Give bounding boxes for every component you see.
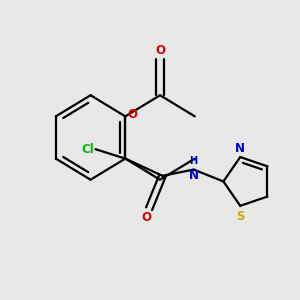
Text: S: S xyxy=(236,210,244,223)
Text: H: H xyxy=(190,156,198,166)
Text: N: N xyxy=(189,169,199,182)
Text: O: O xyxy=(142,211,152,224)
Text: O: O xyxy=(128,108,138,121)
Text: N: N xyxy=(235,142,244,154)
Text: O: O xyxy=(155,44,165,57)
Text: Cl: Cl xyxy=(81,143,94,156)
